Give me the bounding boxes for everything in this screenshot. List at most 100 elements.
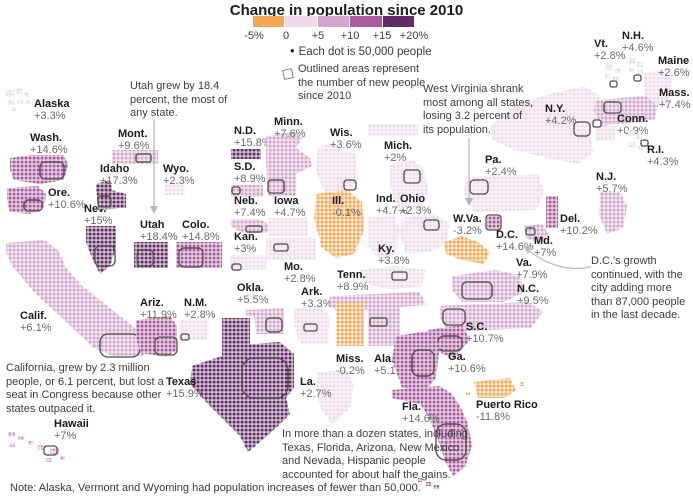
legend-swatch-2 (317, 16, 350, 27)
state-arkansas: Ark.+3.3% (294, 286, 333, 344)
state-delaware: Del.+10.2% (546, 196, 598, 237)
state-arizona: Ariz.+11.9% (136, 297, 178, 357)
state-iowa: Iowa+4.7% (268, 195, 308, 236)
state-south-dakota: S.D.+8.9% (231, 161, 266, 197)
state-value-label: +11.9% (140, 309, 177, 321)
legend-tick-0: 0 (282, 30, 290, 42)
state-value-label: +10.2% (560, 225, 598, 237)
state-value-label: +2.8% (594, 50, 626, 62)
state-name-label: Md. (534, 235, 553, 247)
state-alaska: Alaska+3.3% (6, 88, 70, 122)
state-montana: Mont.+9.6% (112, 128, 158, 164)
state-name-label: N.C. (517, 283, 539, 295)
west-virginia-annotation: West Virginia shrank most among all stat… (423, 83, 534, 136)
dc-annotation-leader (523, 245, 592, 270)
legend-swatch-3 (350, 16, 382, 27)
state-value-label: +7.4% (659, 99, 691, 111)
state-name-label: N.Y. (545, 103, 565, 115)
state-name-label: La. (300, 376, 316, 388)
state-value-label: +4.2% (545, 115, 577, 127)
state-value-label: +7.4% (234, 207, 266, 219)
state-name-label: Iowa (274, 195, 299, 207)
state-pennsylvania: Pa.+2.4% (464, 154, 544, 212)
state-value-label: +2.8% (284, 273, 316, 285)
state-value-label: +2% (384, 152, 407, 164)
state-value-label: +7% (534, 247, 557, 259)
state-name-label: Mass. (659, 87, 690, 99)
state-value-label: -0.2% (336, 365, 365, 377)
state-name-label: Ky. (378, 243, 394, 255)
state-name-label: Ga. (448, 351, 466, 363)
state-value-label: +9.6% (118, 140, 150, 152)
state-maine: Maine+2.6% (644, 55, 690, 108)
state-name-label: Hawaii (54, 418, 89, 430)
dc-annotation: D.C.'s growth continued, with the city a… (591, 255, 686, 321)
state-value-label: +4.6% (622, 42, 654, 54)
state-value-label: +3.3% (34, 110, 66, 122)
state-name-label: S.D. (234, 161, 255, 173)
state-value-label: +7% (54, 430, 77, 442)
state-value-label: +14.6% (402, 413, 440, 425)
state-name-label: R.I. (647, 144, 664, 156)
state-name-label: D.C. (496, 229, 518, 241)
state-idaho: Idaho+17.3% (96, 163, 138, 210)
state-name-label: N.H. (622, 30, 644, 42)
state-new-jersey: N.J.+5.7% (596, 171, 628, 234)
state-name-label: S.C. (466, 321, 487, 333)
outline-note: Outlined areas represent the number of n… (298, 63, 426, 102)
state-name-label: Miss. (336, 353, 364, 365)
legend-swatch-4 (382, 16, 415, 27)
state-michigan: Mich.+2% (368, 124, 428, 210)
state-value-label: +6.1% (20, 322, 52, 334)
state-name-label: Wash. (30, 132, 62, 144)
state-value-label: +8.9% (234, 173, 266, 185)
state-name-label: Idaho (100, 163, 130, 175)
state-value-label: -0.1% (332, 207, 361, 219)
state-illinois: Ill.-0.1% (314, 190, 364, 258)
state-name-label: Neb. (234, 195, 258, 207)
state-colorado: Colo.+14.8% (176, 219, 222, 268)
state-name-label: Utah (140, 219, 165, 231)
state-oregon: Ore.+10.6% (7, 186, 86, 214)
state-value-label: +17.3% (100, 175, 138, 187)
state-washington: Wash.+14.6% (10, 132, 68, 184)
state-name-label: Puerto Rico (476, 399, 538, 411)
state-mississippi: Miss.-0.2% (336, 302, 365, 377)
state-louisiana: La.+2.7% (300, 370, 354, 424)
state-value-label: +10.6% (48, 199, 86, 211)
state-name-label: Texas (166, 376, 196, 388)
footnote: Note: Alaska, Vermont and Wyoming had po… (10, 482, 421, 494)
state-new-york: N.Y.+4.2% (490, 86, 600, 164)
state-value-label: +10.7% (466, 333, 504, 345)
state-value-label: +5.5% (237, 294, 269, 306)
state-name-label: Mont. (118, 128, 147, 140)
state-maryland: Md.+7% (524, 224, 557, 259)
state-value-label: +5.7% (596, 183, 628, 195)
state-new-hampshire: N.H.+4.6% (622, 30, 654, 82)
state-name-label: Maine (658, 55, 689, 67)
state-name-label: Okla. (237, 282, 264, 294)
state-wisconsin: Wis.+3.6% (316, 127, 362, 192)
outlined-area-icon (282, 68, 294, 80)
state-value-label: +7.9% (516, 269, 548, 281)
state-minnesota: Minn.+7.6% (266, 116, 312, 196)
state-nevada: Nev.+15% (84, 203, 116, 274)
state-utah: Utah+18.4% (134, 219, 178, 268)
state-value-label: +14.8% (182, 231, 220, 243)
california-annotation: California, grew by 2.3 million people, … (6, 362, 164, 415)
utah-annotation-arrow (150, 120, 158, 214)
dot-icon: • (290, 43, 295, 58)
state-name-label: Fla. (402, 401, 421, 413)
state-north-dakota: N.D.+15.8% (231, 125, 272, 159)
state-value-label: +15.9% (166, 388, 204, 400)
state-kansas: Kan.+3% (230, 231, 266, 271)
state-name-label: Ill. (332, 195, 344, 207)
legend-tick-15: +15 (372, 30, 392, 42)
legend-swatch-0 (253, 16, 285, 27)
state-massachusetts: Mass.+7.4% (594, 87, 691, 126)
state-value-label: +8.9% (337, 281, 369, 293)
state-name-label: Calif. (20, 310, 47, 322)
legend-tick-neg5: -5% (244, 30, 264, 42)
state-name-label: Mo. (284, 261, 303, 273)
